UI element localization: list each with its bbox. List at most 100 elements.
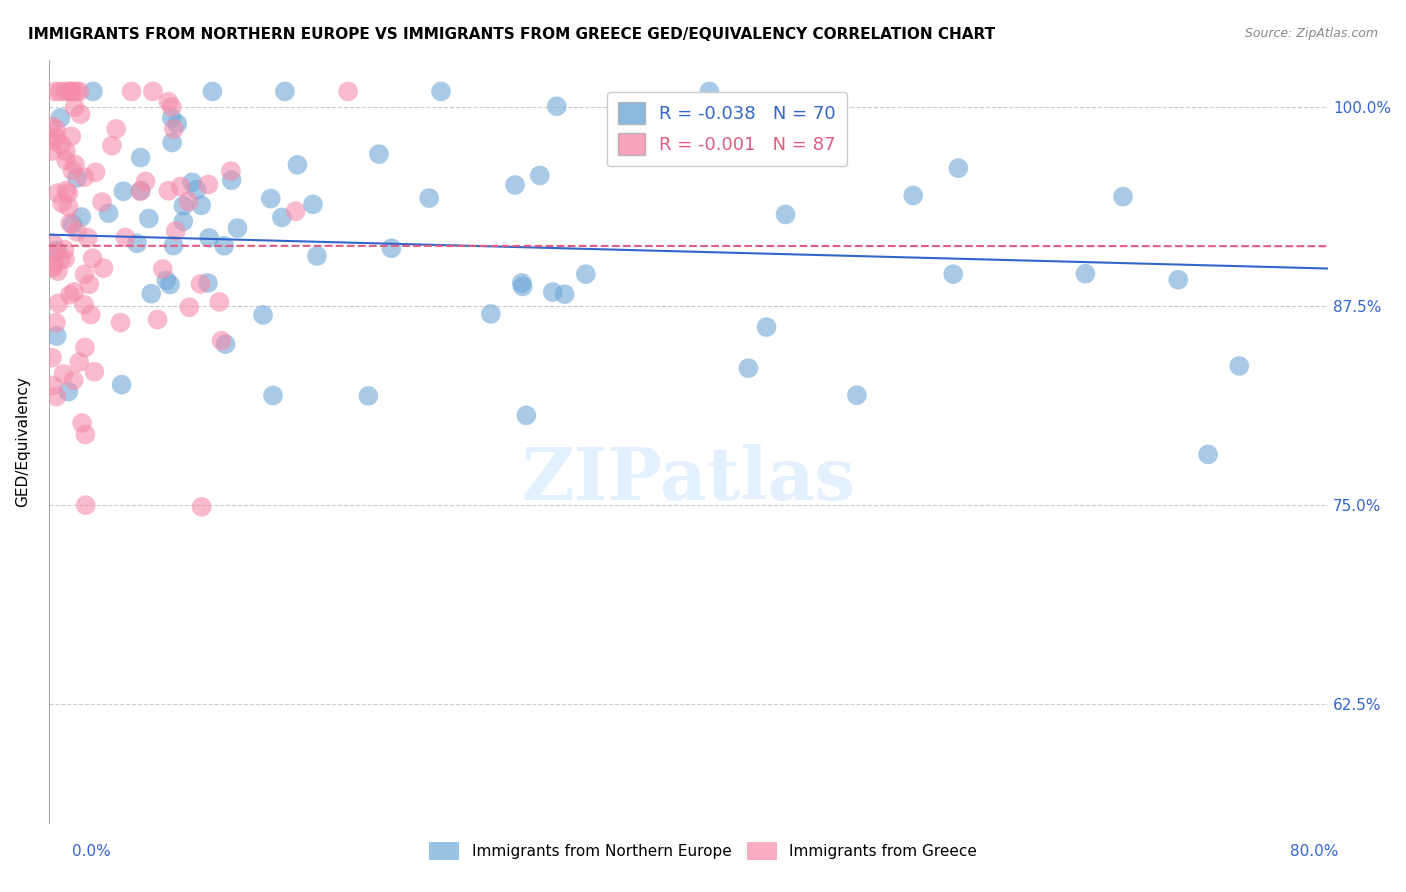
Point xyxy=(73,268,96,282)
Point xyxy=(59,216,82,230)
Text: Source: ZipAtlas.com: Source: ZipAtlas.com xyxy=(1244,27,1378,40)
Point xyxy=(83,365,105,379)
Point xyxy=(79,277,101,292)
Point xyxy=(63,285,86,299)
Point xyxy=(160,136,183,150)
Point xyxy=(380,241,402,255)
Point xyxy=(58,200,80,214)
Point xyxy=(91,195,114,210)
Point xyxy=(368,147,391,161)
Point xyxy=(58,186,80,201)
Point xyxy=(211,334,233,348)
Point xyxy=(146,312,169,326)
Point xyxy=(51,137,73,152)
Point xyxy=(42,258,65,272)
Point xyxy=(1112,189,1135,203)
Point xyxy=(699,84,721,98)
Point xyxy=(172,214,194,228)
Point xyxy=(141,286,163,301)
Point xyxy=(129,184,152,198)
Point xyxy=(97,206,120,220)
Point xyxy=(82,84,104,98)
Point xyxy=(59,84,82,98)
Point xyxy=(70,210,93,224)
Point xyxy=(45,244,67,258)
Point xyxy=(60,163,83,178)
Point xyxy=(1197,448,1219,462)
Text: 80.0%: 80.0% xyxy=(1291,845,1339,859)
Point xyxy=(46,264,69,278)
Point xyxy=(208,294,231,309)
Text: 0.0%: 0.0% xyxy=(72,845,111,859)
Point xyxy=(42,236,65,251)
Point xyxy=(418,191,440,205)
Point xyxy=(93,261,115,276)
Point xyxy=(201,84,224,98)
Point xyxy=(45,390,67,404)
Point xyxy=(73,170,96,185)
Point xyxy=(82,251,104,265)
Point xyxy=(63,157,86,171)
Point xyxy=(197,276,219,290)
Point xyxy=(52,367,75,381)
Point xyxy=(110,377,132,392)
Point xyxy=(45,122,67,136)
Point xyxy=(170,179,193,194)
Point xyxy=(110,316,132,330)
Point xyxy=(159,277,181,292)
Point xyxy=(541,285,564,299)
Point xyxy=(75,427,97,442)
Point xyxy=(84,165,107,179)
Point xyxy=(70,416,93,430)
Point xyxy=(76,231,98,245)
Point xyxy=(181,175,204,189)
Point xyxy=(62,373,84,387)
Point xyxy=(55,145,77,159)
Point xyxy=(152,262,174,277)
Point xyxy=(903,188,925,202)
Point xyxy=(948,161,970,176)
Point xyxy=(305,249,328,263)
Point xyxy=(45,316,67,330)
Point xyxy=(529,169,551,183)
Point xyxy=(114,230,136,244)
Point xyxy=(270,211,292,225)
Point xyxy=(503,178,526,192)
Point xyxy=(190,198,212,212)
Point xyxy=(212,238,235,252)
Legend: R = -0.038   N = 70, R = -0.001   N = 87: R = -0.038 N = 70, R = -0.001 N = 87 xyxy=(607,92,846,166)
Point xyxy=(1167,273,1189,287)
Point xyxy=(51,196,73,211)
Point xyxy=(179,300,201,314)
Y-axis label: GED/Equivalency: GED/Equivalency xyxy=(15,376,30,507)
Point xyxy=(546,99,568,113)
Point xyxy=(66,170,89,185)
Point xyxy=(73,341,96,355)
Point xyxy=(142,84,165,98)
Point xyxy=(45,130,67,145)
Point xyxy=(219,164,242,178)
Point xyxy=(65,84,87,98)
Point xyxy=(221,173,243,187)
Point xyxy=(121,84,143,98)
Point xyxy=(214,337,236,351)
Point xyxy=(160,100,183,114)
Point xyxy=(41,351,63,365)
Point xyxy=(166,117,188,131)
Point xyxy=(165,224,187,238)
Point xyxy=(46,186,69,200)
Point xyxy=(262,388,284,402)
Point xyxy=(755,320,778,334)
Point xyxy=(284,204,307,219)
Point xyxy=(479,307,502,321)
Point xyxy=(155,273,177,287)
Point xyxy=(112,184,135,198)
Point xyxy=(160,111,183,125)
Point xyxy=(67,355,90,369)
Point xyxy=(575,267,598,281)
Point xyxy=(190,277,212,291)
Point xyxy=(53,252,76,266)
Point xyxy=(775,207,797,221)
Point xyxy=(46,296,69,310)
Point xyxy=(135,175,157,189)
